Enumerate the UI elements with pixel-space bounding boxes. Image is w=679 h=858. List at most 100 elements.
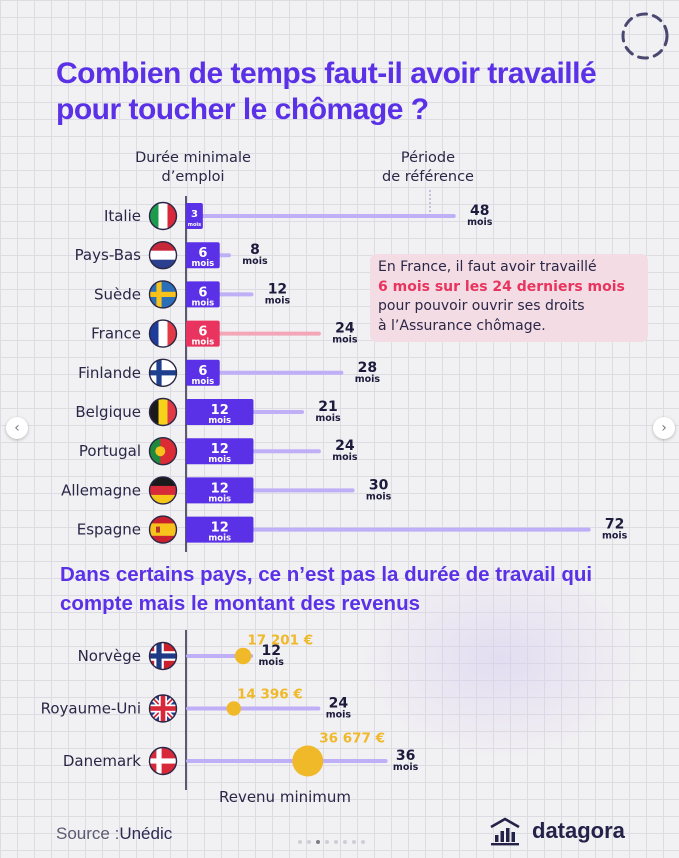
slide-dot[interactable] (334, 840, 338, 844)
reference-period-value: 21 (318, 399, 337, 415)
revenue-value: 14 396 € (237, 686, 303, 702)
france-note-line1: En France, il faut avoir travaillé (378, 259, 597, 275)
revenue-dot (226, 701, 242, 716)
reference-period-value: 8 (250, 242, 260, 258)
column-header-reference-period-line2: de référence (382, 169, 474, 185)
column-header-reference-period-line1: Période (400, 150, 456, 166)
country-label: France (91, 325, 141, 343)
column-header-min-duration-line1: Durée minimale (135, 150, 251, 166)
min-duration-value: 12 (211, 403, 229, 418)
reference-period-unit: mois (265, 295, 291, 306)
min-duration-unit: mois (208, 494, 231, 504)
france-note-line4: à l’Assurance chômage. (378, 317, 546, 334)
revenue-value: 36 677 € (319, 731, 385, 747)
reference-period-value: 24 (335, 321, 355, 337)
min-duration-unit: mois (192, 259, 215, 269)
country-label: Allemagne (61, 481, 141, 499)
min-duration-bar (186, 320, 220, 347)
reference-period-bar (186, 214, 456, 218)
flag-germany-icon (148, 476, 178, 505)
france-note: En France, il faut avoir travaillé 6 moi… (370, 254, 648, 342)
flag-belgium-icon (148, 397, 178, 427)
chevron-left-icon: ‹ (14, 420, 20, 436)
slide-dot[interactable] (343, 840, 347, 844)
reference-period-value: 36 (396, 748, 415, 764)
reference-period-bar (186, 706, 321, 711)
reference-period-unit: mois (393, 762, 419, 773)
min-duration-bar (186, 359, 220, 386)
slide-dot[interactable] (352, 840, 356, 844)
min-duration-unit: mois (208, 416, 231, 426)
reference-period-value: 28 (358, 360, 377, 376)
column-header-min-duration: Durée minimale d’emploi (118, 149, 268, 187)
country-label: Portugal (79, 442, 141, 460)
country-label: Norvège (78, 647, 141, 665)
next-slide-button[interactable]: › (653, 417, 675, 439)
slide-dot-active[interactable] (316, 840, 320, 844)
reference-period-unit: mois (326, 710, 352, 721)
column-header-reference-period: Période de référence (358, 149, 498, 187)
slide-dot[interactable] (361, 840, 365, 844)
country-label: Royaume-Uni (41, 700, 141, 718)
min-duration-value: 12 (211, 442, 229, 457)
slide-dot[interactable] (325, 840, 329, 844)
min-duration-value: 6 (198, 285, 207, 300)
slide-dot[interactable] (298, 840, 302, 844)
background-glow (360, 560, 640, 760)
min-duration-value: 12 (211, 481, 229, 496)
flag-italy-icon (148, 201, 178, 231)
reference-period-bar (186, 759, 388, 763)
flag-portugal-icon (148, 437, 178, 466)
brand-logo: datagora (488, 816, 625, 846)
reference-period-unit: mois (467, 217, 493, 228)
min-duration-unit: mois (208, 455, 231, 465)
min-duration-value: 6 (198, 325, 207, 340)
reference-period-unit: mois (259, 657, 285, 668)
reference-period-value: 72 (605, 517, 624, 533)
previous-slide-button[interactable]: ‹ (6, 417, 28, 439)
min-duration-value: 6 (198, 364, 207, 379)
flag-netherlands-icon (148, 240, 178, 270)
flag-denmark-icon (148, 746, 178, 776)
reference-period-unit: mois (332, 335, 358, 346)
min-duration-bar (186, 242, 220, 269)
reference-period-value: 30 (369, 477, 389, 493)
min-duration-bar (186, 477, 254, 504)
min-duration-value: 12 (211, 521, 229, 536)
min-duration-bar (186, 516, 254, 543)
reference-period-unit: mois (332, 452, 358, 463)
flag-uk-icon (148, 694, 178, 723)
min-duration-bar (186, 281, 220, 308)
reference-period-unit: mois (242, 256, 268, 267)
min-duration-bar (186, 399, 254, 425)
min-duration-unit: mois (192, 298, 215, 308)
slide-dot[interactable] (307, 840, 311, 844)
revenue-value: 17 201 € (247, 633, 313, 649)
reference-period-value: 24 (329, 696, 349, 712)
country-label: Finlande (78, 364, 141, 382)
country-label: Italie (104, 207, 141, 225)
reference-period-unit: mois (355, 374, 381, 385)
country-label: Suède (94, 285, 141, 303)
country-label: Pays-Bas (75, 246, 142, 264)
brand-name: datagora (532, 818, 625, 843)
reference-period-unit: mois (366, 491, 392, 502)
flag-sweden-icon (148, 280, 178, 309)
country-label: Espagne (77, 521, 141, 539)
country-label: Belgique (75, 403, 141, 421)
reference-period-value: 24 (335, 438, 355, 454)
revenue-dot (234, 647, 252, 665)
source-line: Source :Unédic (56, 824, 172, 844)
reference-period-value: 12 (261, 643, 280, 659)
